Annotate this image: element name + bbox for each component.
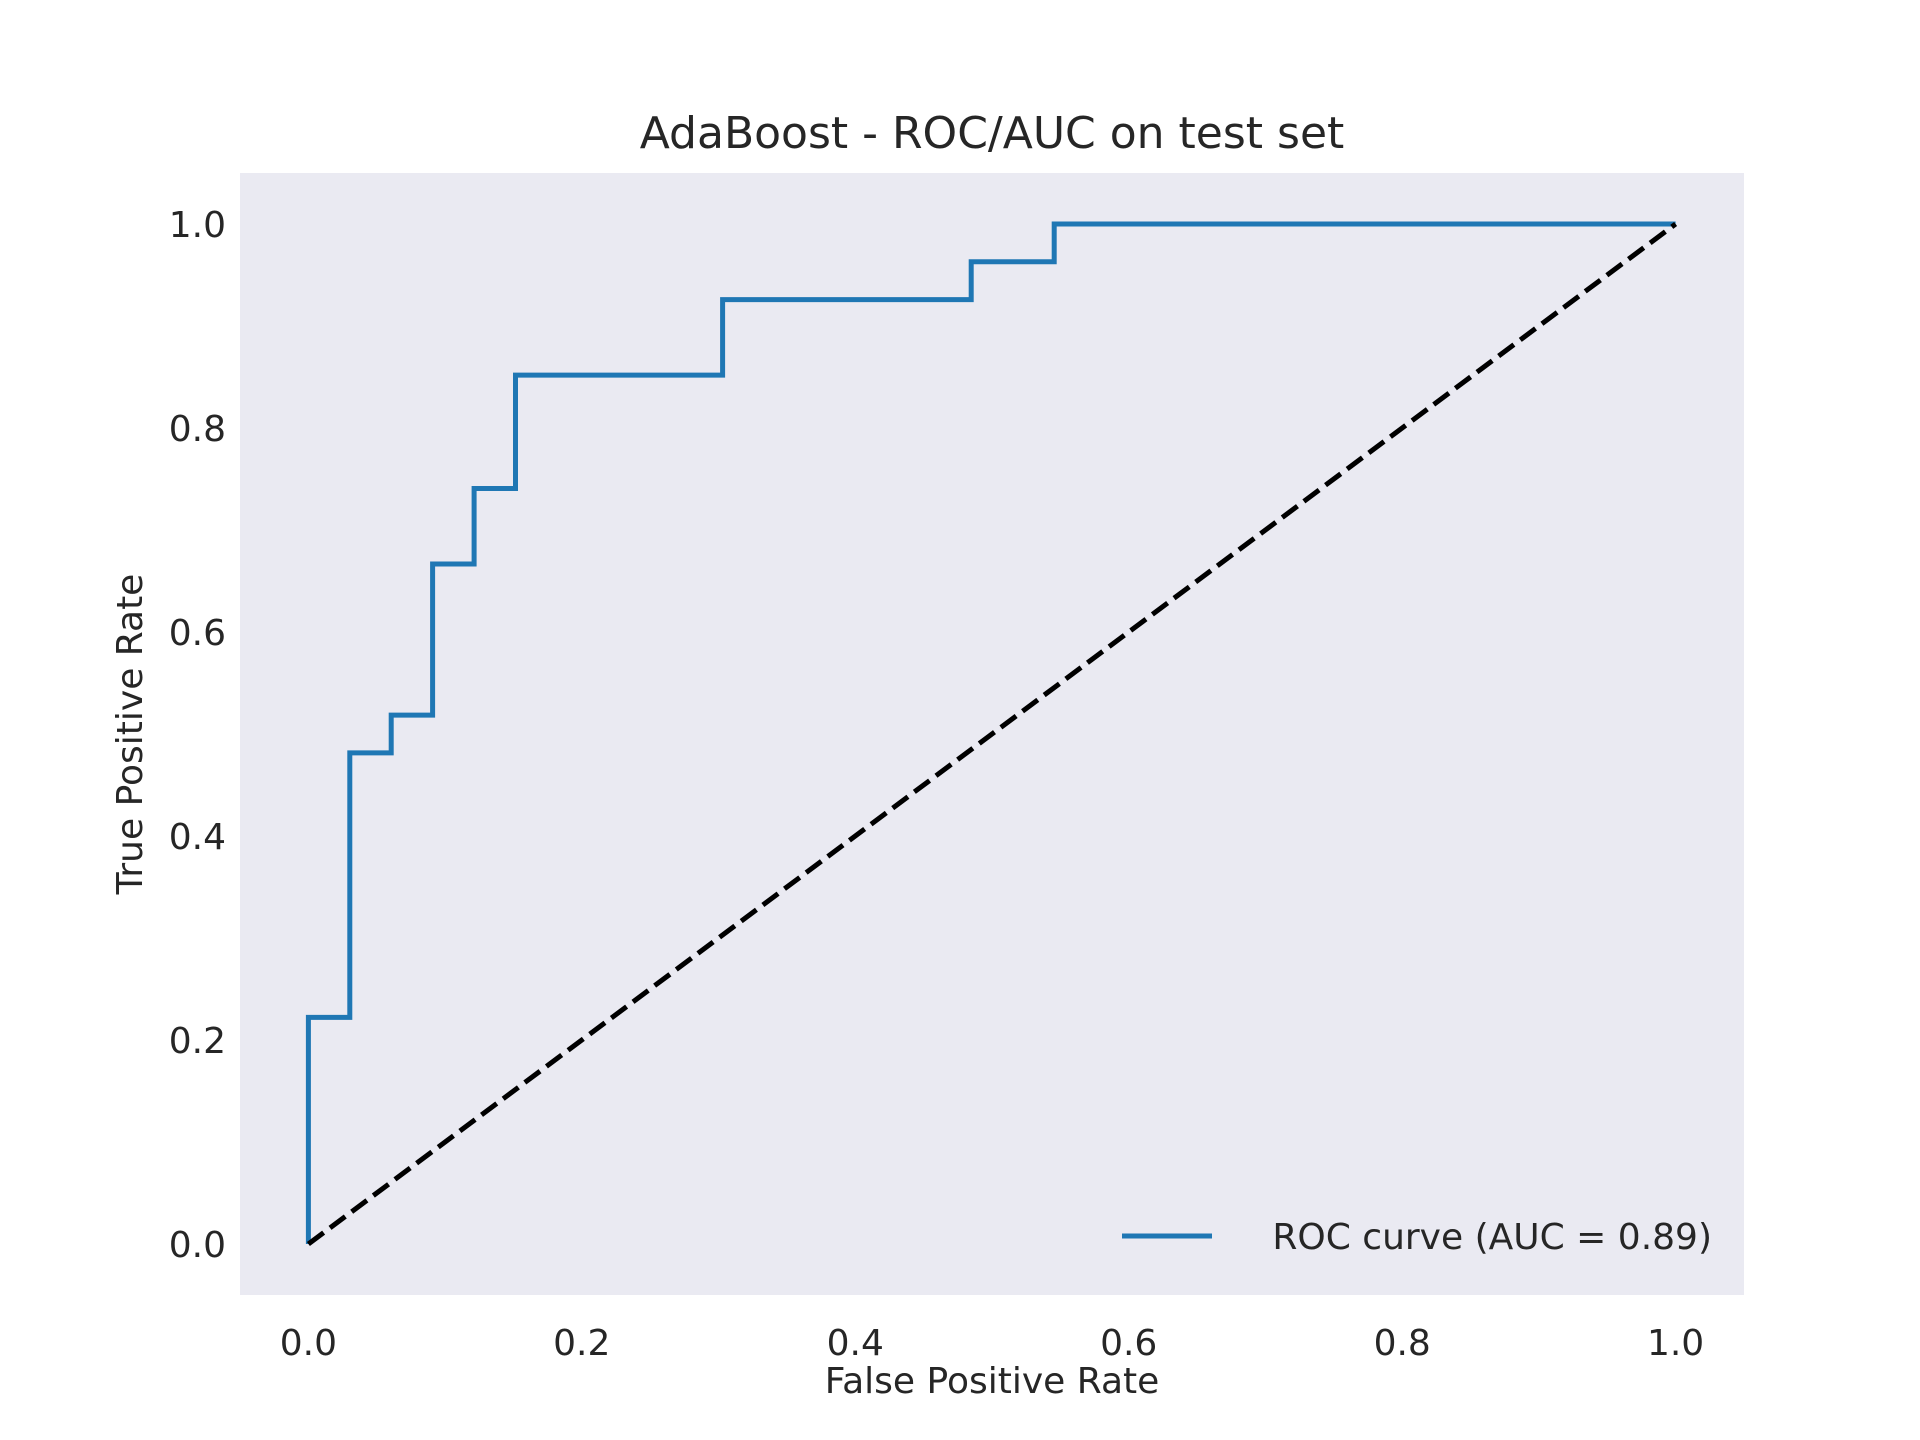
legend: ROC curve (AUC = 0.89)	[1122, 1217, 1712, 1258]
y-tick-labels: 0.0 0.2 0.4 0.6 0.8 1.0	[169, 205, 226, 1266]
chart-title: AdaBoost - ROC/AUC on test set	[640, 108, 1345, 159]
y-tick-label: 0.6	[169, 613, 226, 654]
y-tick-label: 0.4	[169, 817, 226, 858]
x-tick-label: 0.6	[1100, 1323, 1157, 1364]
y-axis-label: True Positive Rate	[110, 574, 151, 896]
roc-curve-line	[305, 221, 1676, 1244]
x-tick-label: 0.8	[1374, 1323, 1431, 1364]
series-layer	[305, 221, 1678, 1247]
x-tick-label: 0.2	[553, 1323, 610, 1364]
x-tick-labels: 0.0 0.2 0.4 0.6 0.8 1.0	[280, 1323, 1704, 1364]
y-tick-label: 0.2	[169, 1021, 226, 1062]
x-tick-label: 1.0	[1647, 1323, 1704, 1364]
legend-label-roc-curve: ROC curve (AUC = 0.89)	[1272, 1217, 1712, 1258]
x-axis-label: False Positive Rate	[825, 1361, 1160, 1402]
y-tick-label: 0.8	[169, 409, 226, 450]
x-tick-label: 0.0	[280, 1323, 337, 1364]
x-tick-label: 0.4	[827, 1323, 884, 1364]
chance-diagonal-line	[306, 221, 1678, 1247]
y-tick-label: 1.0	[169, 205, 226, 246]
y-tick-label: 0.0	[169, 1225, 226, 1266]
